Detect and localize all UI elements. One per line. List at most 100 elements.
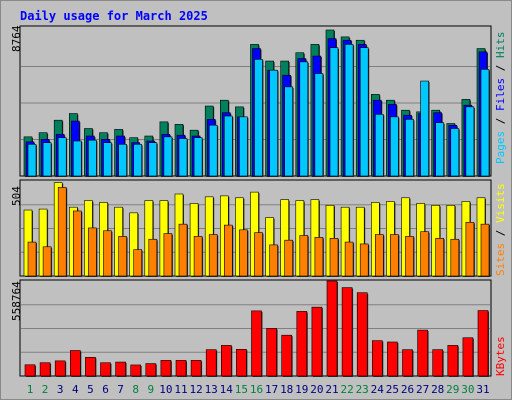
bar-pages: [374, 114, 384, 177]
bar-pages: [329, 47, 339, 177]
day-labels: 1 2 3 4 5 6 7 8 9 10 11 12 13 14 15 16 17 18 19 20 21 22 23 24 2…: [27, 383, 490, 396]
bar-pages: [103, 142, 112, 177]
bar-kbytes: [477, 310, 489, 377]
bar-pages: [163, 136, 173, 177]
day-label: 3: [57, 383, 64, 396]
bar-sites: [329, 238, 339, 277]
bar-sites: [359, 243, 369, 277]
day-label: 13: [205, 383, 218, 396]
bar-pages: [314, 73, 324, 177]
day-label: 21: [325, 383, 338, 396]
bar-sites: [480, 223, 490, 277]
bar-pages: [299, 61, 309, 177]
legend-files: Files: [494, 78, 507, 111]
bar-sites: [27, 241, 37, 277]
legend-text: Sites / Visits: [494, 183, 507, 276]
legend-visits: Visits: [494, 183, 507, 223]
bar-kbytes: [387, 341, 398, 377]
day-label: 16: [250, 383, 263, 396]
bar-sites: [178, 223, 188, 277]
legend-separator: /: [494, 58, 507, 78]
day-label: 27: [416, 383, 429, 396]
day-label: 2: [42, 383, 49, 396]
bar-pages: [148, 142, 158, 177]
bar-kbytes: [130, 364, 141, 377]
bar-kbytes: [251, 310, 262, 377]
day-label: 6: [102, 383, 109, 396]
day-label: 4: [72, 383, 79, 396]
bar-kbytes: [24, 364, 36, 377]
bar-sites: [193, 236, 203, 277]
bar-sites: [405, 236, 414, 277]
legend-middle: Sites / Visits: [494, 183, 507, 276]
day-label: 24: [371, 383, 385, 396]
panel-pages-files-hits: 8764 Pages / Files / Hits: [10, 25, 507, 178]
bar-sites: [374, 234, 384, 277]
bar-pages: [405, 119, 414, 177]
bar-kbytes: [356, 292, 368, 377]
panel-kbytes: 558764 KBytes: [10, 279, 507, 377]
bar-pages: [133, 144, 142, 177]
bar-kbytes: [266, 328, 277, 377]
bar-sites: [420, 231, 429, 277]
day-label: 20: [310, 383, 323, 396]
day-label: 5: [87, 383, 94, 396]
day-label: 25: [386, 383, 399, 396]
legend-hits: Hits: [494, 32, 507, 59]
bar-kbytes: [281, 334, 293, 377]
bar-pages: [239, 116, 248, 177]
bars-middle: [23, 182, 490, 277]
bar-kbytes: [236, 349, 247, 377]
day-label: 11: [174, 383, 187, 396]
bar-pages: [359, 47, 369, 177]
bar-sites: [390, 234, 399, 277]
bars-bottom: [24, 280, 489, 377]
middle-max-label: 504: [10, 186, 23, 206]
bar-pages: [269, 69, 278, 177]
bar-sites: [254, 232, 263, 277]
bar-pages: [193, 137, 203, 177]
bar-sites: [299, 235, 309, 277]
panel-sites-visits: 504 Sites / Visits: [10, 179, 507, 277]
bar-kbytes: [205, 349, 217, 377]
bar-pages: [254, 59, 263, 177]
day-label: 26: [401, 383, 414, 396]
day-label: 29: [446, 383, 459, 396]
bar-kbytes: [54, 360, 66, 377]
bar-kbytes: [326, 280, 338, 377]
day-label: 8: [132, 383, 139, 396]
bar-kbytes: [296, 311, 308, 377]
chart-title: Daily usage for March 2025: [20, 9, 208, 23]
bar-kbytes: [447, 345, 459, 377]
day-label: 1: [27, 383, 34, 396]
bar-pages: [224, 115, 233, 177]
bar-sites: [344, 241, 354, 277]
legend-text: Pages / Files / Hits: [494, 32, 507, 165]
bar-kbytes: [85, 356, 96, 377]
bar-kbytes: [221, 345, 232, 377]
bar-sites: [314, 237, 324, 277]
bar-kbytes: [115, 361, 126, 377]
bar-pages: [178, 138, 188, 177]
day-label: 31: [476, 383, 489, 396]
bar-sites: [118, 236, 127, 277]
bar-kbytes: [190, 360, 202, 377]
bar-pages: [420, 80, 429, 177]
bar-kbytes: [402, 349, 413, 377]
day-label: 23: [356, 383, 369, 396]
bar-kbytes: [341, 287, 353, 377]
bar-sites: [133, 249, 142, 277]
top-max-label: 8764: [10, 25, 23, 52]
bar-pages: [480, 69, 490, 177]
bar-kbytes: [462, 337, 474, 377]
bar-sites: [435, 238, 445, 277]
bar-sites: [148, 238, 158, 277]
bar-pages: [435, 122, 445, 177]
bar-sites: [224, 224, 233, 277]
bottom-max-label: 558764: [10, 281, 23, 321]
legend-sites: Sites: [494, 243, 507, 276]
bar-sites: [208, 234, 218, 277]
day-label: 15: [235, 383, 248, 396]
legend-separator: /: [494, 223, 507, 243]
bar-pages: [57, 137, 67, 177]
